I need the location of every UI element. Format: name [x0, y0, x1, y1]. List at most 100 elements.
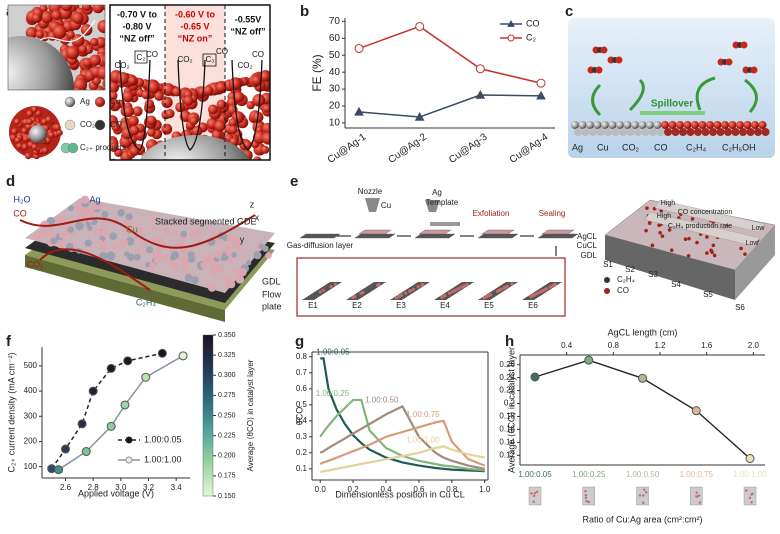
- label: -0.60 V to: [175, 9, 216, 19]
- x2-tick-label: 0.4: [561, 341, 573, 350]
- label: Gas-diffusion layer: [287, 241, 354, 250]
- label: CO₂: [27, 259, 45, 269]
- catalyst: [265, 252, 272, 259]
- label: Ag: [572, 142, 583, 152]
- y-tick-label: 40: [329, 67, 341, 78]
- x-tick-label: 2.6: [60, 483, 72, 492]
- catalyst: [101, 231, 107, 237]
- co-dot: [660, 234, 665, 238]
- stack-end: [735, 225, 775, 300]
- marker: [157, 348, 167, 358]
- x-tick-label: Cu@Ag-1: [326, 131, 369, 166]
- marker: [475, 64, 485, 74]
- cu-dot: [529, 294, 533, 299]
- ag-atom: [578, 121, 587, 129]
- label: Stacked segmented GDE: [155, 216, 257, 226]
- thumb-dot: [748, 496, 752, 500]
- x-axis-label: Dimensionless position in Cu CL: [335, 489, 465, 499]
- thumb-dot: [533, 491, 537, 495]
- thumb-dot: [750, 501, 753, 504]
- y-tick-label: 0.14: [499, 437, 515, 446]
- co-dot: [683, 237, 688, 242]
- sub-atom: [739, 128, 747, 136]
- label: CO: [146, 50, 158, 59]
- x-tick-label: 1.00:0.75: [680, 470, 714, 479]
- catalyst: [101, 210, 109, 219]
- cu-particle: [97, 19, 105, 34]
- sub-atom: [709, 128, 717, 136]
- catalyst: [109, 232, 117, 241]
- cu-particle: [215, 82, 227, 93]
- co-dot: [658, 230, 662, 235]
- cu-dot: [465, 282, 469, 287]
- cu-particle: [252, 93, 266, 107]
- catalyst: [202, 254, 211, 263]
- co-dot: [644, 228, 648, 233]
- y-tick-label: 0.8: [296, 352, 308, 361]
- label: Exfoliation: [473, 209, 510, 218]
- series-label: 1.00:0.05: [316, 348, 350, 357]
- cu-dot: [548, 285, 552, 289]
- cu-particle: [175, 102, 186, 113]
- y-tick-label: 0.4: [296, 416, 308, 425]
- catalyst: [97, 239, 103, 245]
- catalyst: [184, 274, 193, 282]
- catalyst: [180, 246, 189, 255]
- y-tick-label: 200: [24, 437, 38, 446]
- catalyst: [253, 251, 262, 260]
- co-dot: [711, 243, 716, 248]
- cu-atom: [743, 121, 752, 129]
- co2-o: [725, 58, 733, 66]
- marker: [123, 356, 133, 366]
- catalyst: [183, 260, 190, 268]
- product-box: [134, 50, 148, 64]
- cu-dot: [397, 294, 402, 298]
- co-dot: [705, 251, 709, 255]
- legend-label: 1.00:0.05: [144, 434, 182, 444]
- sub-atom: [596, 128, 605, 136]
- thumb-dot: [642, 494, 645, 497]
- colorbar-tick-label: 0.200: [218, 453, 236, 460]
- catalyst: [100, 243, 108, 251]
- ag-atom: [653, 121, 662, 129]
- cu-particle: [14, 137, 21, 144]
- thumb-dot: [751, 492, 754, 495]
- co-dot: [705, 235, 709, 239]
- label: Spillover: [651, 99, 693, 110]
- cu-particle: [16, 142, 23, 150]
- label: -0.70 V to: [117, 9, 158, 19]
- ag-core: [8, 36, 74, 90]
- cu-atom: [721, 121, 729, 129]
- colorbar-label: Average ⟨θCO⟩ in catalyst layer: [246, 359, 255, 471]
- co-dot: [690, 217, 695, 221]
- catalyst: [178, 256, 186, 264]
- cu-particle: [132, 106, 143, 117]
- cu-dot: [351, 295, 355, 300]
- cu-dot: [456, 287, 460, 291]
- cu-particle: [228, 77, 242, 91]
- catalyst: [81, 207, 90, 216]
- marker: [745, 454, 755, 464]
- thumb-dot: [532, 494, 536, 498]
- arrow: [628, 78, 645, 112]
- sub-atom: [664, 128, 672, 136]
- label: CO: [110, 120, 122, 129]
- cu-particle: [97, 66, 105, 80]
- x-tick-label: 0.4: [380, 485, 392, 494]
- sub-atom: [574, 128, 582, 136]
- label: Ag: [80, 97, 90, 106]
- cu-particle: [214, 120, 226, 132]
- legend-label: C₂: [526, 32, 536, 42]
- series-line: [58, 355, 184, 471]
- sub-atom: [761, 128, 770, 136]
- y-tick-label: 60: [329, 33, 341, 44]
- cu-particle: [161, 96, 173, 109]
- label: S4: [671, 280, 681, 289]
- cu-particle: [228, 125, 238, 135]
- catalyst: [75, 221, 84, 231]
- cu-particle: [246, 100, 255, 110]
- cu-particle: [259, 70, 270, 82]
- label: CO: [252, 50, 264, 59]
- y-tick-label: 0.22: [499, 386, 515, 395]
- x2-axis-label: AgCL length (cm): [608, 327, 678, 337]
